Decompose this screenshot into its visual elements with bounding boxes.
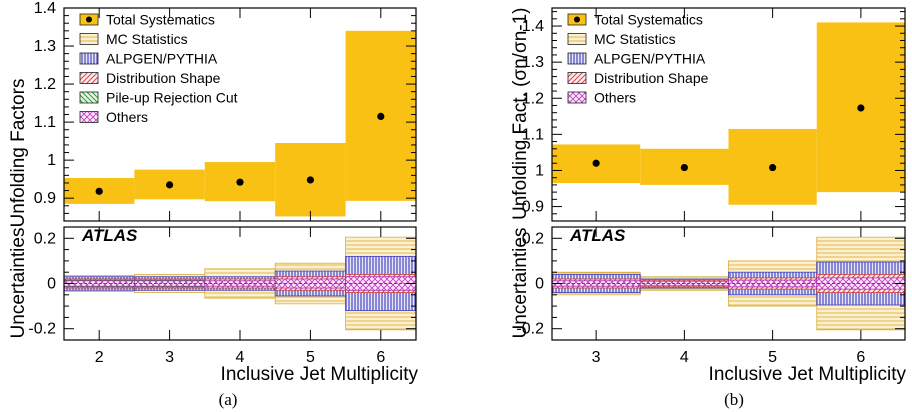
unfolding-factors-plot-a: 0.9 1 1.1 1.2 1.3 1.4 [34,0,417,222]
axes-frame-top-b [551,7,906,222]
unfolding-factor-point-5 [769,163,777,172]
legend-swatch-mc-statistics [567,33,587,45]
legend-label-others: Others [106,109,148,125]
unfolding-factor-point-3 [592,159,600,167]
x-tick-label-5: 5 [768,349,777,366]
legend-swatch-pile-up-rejection-cut [79,91,99,104]
unfolding-factor-point-6 [377,112,385,121]
y-tick-label-bottom: 0.2 [34,230,56,247]
legend-swatch-others [79,111,99,123]
x-axis-title-b: Inclusive Jet Multiplicity [709,364,907,385]
y-axis-title-top-b: Unfolding Fact. (σn/σn-1) [510,8,531,220]
atlas-label-a: ATLAS [81,226,138,245]
legend-label-others: Others [594,90,636,106]
legend-swatch-distribution-shape [79,72,99,84]
y-tick-label-bottom: 0 [47,276,56,293]
legend-marker-total-systematics [574,16,580,23]
y-tick-label-top: 1.1 [522,126,544,143]
x-tick-label-3: 3 [165,349,174,366]
y-tick-label-bottom: 0.2 [522,230,544,247]
unfolding-factor-point-4 [236,178,244,186]
y-axis-title-top-b-prefix: Unfolding Fact. (σn/σn-1) [510,8,531,220]
unfolding-factor-point-4 [680,163,688,172]
legend-label-distribution-shape: Distribution Shape [594,70,709,86]
y-tick-label-bottom: 0 [535,276,544,293]
legend-swatch-mc-statistics [79,33,99,45]
legend-label-mc-statistics: MC Statistics [594,31,676,47]
panel-a: 0.9 1 1.1 1.2 1.3 1.4 -0.2 0 0.2 2 3 4 5 6 Total Sys… [8,0,418,409]
panel-label-b: (b) [724,390,744,409]
legend-label-total-systematics: Total Systematics [106,12,215,28]
y-tick-label-top: 1 [535,162,544,179]
unfolding-factor-point-6 [857,104,865,112]
x-tick-label-6: 6 [856,349,865,366]
y-tick-label-top: 1.1 [34,114,56,131]
unfolding-factor-point-5 [306,176,314,184]
legend-label-alpgen-pythia: ALPGEN/PYTHIA [594,51,706,67]
x-tick-label-5: 5 [306,349,315,366]
legend-b: Total Systematics MC Statistics ALPGEN/PYT… [567,12,709,106]
y-tick-label-top: 0.9 [522,199,544,216]
y-tick-label-bottom: -0.2 [28,321,56,338]
x-tick-label-2: 2 [95,349,104,366]
x-tick-label-3: 3 [592,349,601,366]
unfolding-factor-point-3 [166,181,174,189]
atlas-label-b: ATLAS [569,226,626,245]
legend-marker-total-systematics [86,16,92,23]
unfolding-factor-point-2 [95,187,103,195]
x-axis-title-a: Inclusive Jet Multiplicity [221,364,419,385]
y-axis-title-bottom-b: Uncertainties [510,228,531,339]
x-tick-label-4: 4 [680,349,689,366]
y-axis-title-bottom-a: Uncertainties [8,228,29,339]
uncertainties-plot-b: -0.2 0 0.2 3 4 5 6 [516,226,906,366]
legend-swatch-alpgen-pythia [79,52,99,65]
x-tick-label-6: 6 [376,349,385,366]
legend-label-mc-statistics: MC Statistics [106,31,188,47]
unfolding-factors-plot-b: 0.9 1 1.1 1.2 1.3 1.4 [522,7,906,222]
y-axis-title-top-a: Unfolding Factors [8,79,29,228]
y-tick-label-top: 1.4 [34,0,56,17]
y-tick-label-top: 1.3 [522,54,544,71]
y-tick-label-bottom: -0.2 [516,321,544,338]
y-tick-label-top: 1.4 [522,18,544,35]
legend-swatch-distribution-shape [567,72,587,84]
x-tick-label-4: 4 [236,349,245,366]
y-tick-label-top: 1.2 [522,90,544,107]
y-tick-label-top: 1.2 [34,76,56,93]
y-tick-label-top: 0.9 [34,190,56,207]
legend-swatch-others [567,91,587,104]
legend-swatch-alpgen-pythia [567,52,587,65]
legend-label-distribution-shape: Distribution Shape [106,70,221,86]
panel-b: 0.9 1 1.1 1.2 1.3 1.4 -0.2 0 0.2 3 4 5 6 Total Syst… [510,7,907,409]
legend-label-alpgen-pythia: ALPGEN/PYTHIA [106,51,218,67]
legend-a: Total Systematics MC Statistics ALPGEN/PYT… [79,12,238,125]
uncertainties-plot-a: -0.2 0 0.2 2 3 4 5 6 [28,226,417,366]
legend-label-pile-up-rejection-cut: Pile-up Rejection Cut [106,90,238,106]
y-tick-label-top: 1 [47,152,56,169]
panel-label-a: (a) [219,390,238,409]
legend-label-total-systematics: Total Systematics [594,12,703,28]
y-tick-label-top: 1.3 [34,38,56,55]
